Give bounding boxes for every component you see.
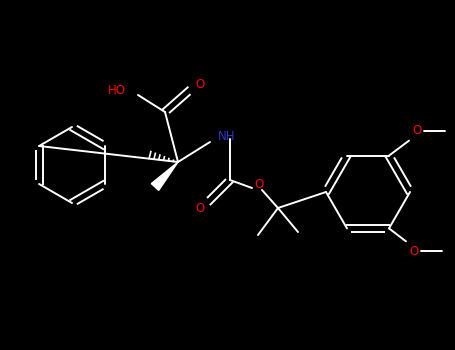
Polygon shape (152, 162, 178, 190)
Text: NH: NH (218, 131, 236, 144)
Text: O: O (195, 78, 205, 91)
Text: O: O (254, 177, 263, 190)
Text: O: O (410, 245, 419, 258)
Text: O: O (195, 203, 205, 216)
Text: O: O (412, 124, 422, 137)
Text: HO: HO (108, 84, 126, 97)
